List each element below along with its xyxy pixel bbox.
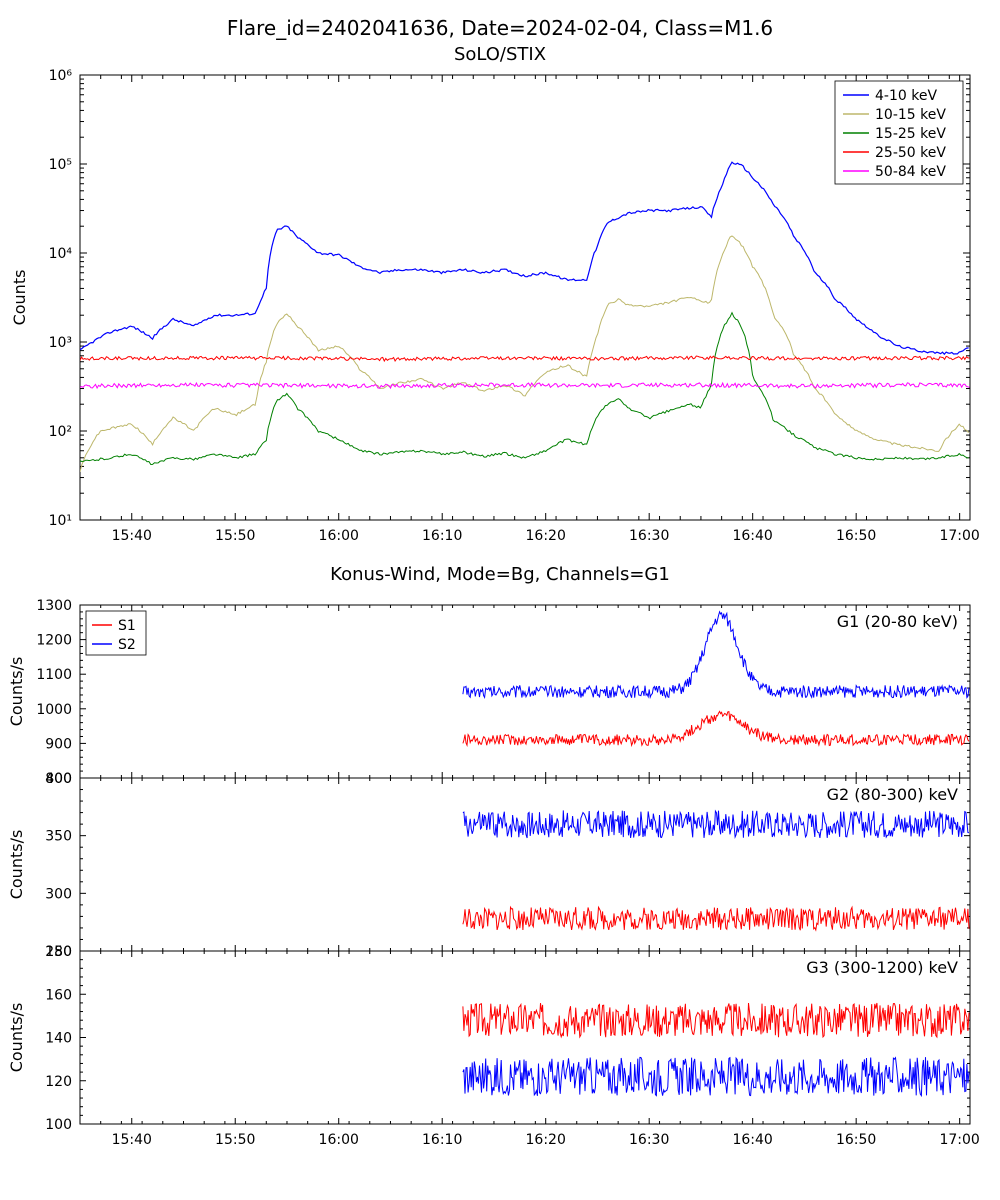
ytick-label: 10² (49, 424, 72, 440)
ytick-label: 10⁵ (49, 157, 72, 173)
lower-ylabel: Counts/s (7, 1003, 26, 1073)
lower-series-s1 (463, 711, 969, 745)
legend-label: S2 (118, 637, 136, 653)
xtick-label: 16:50 (836, 528, 876, 544)
legend-label: 15-25 keV (875, 126, 946, 142)
series-s5 (80, 383, 970, 388)
lower-series-s2 (463, 810, 969, 838)
legend-label: 50-84 keV (875, 164, 946, 180)
top-subtitle: SoLO/STIX (454, 44, 546, 65)
xtick-label: 16:40 (732, 528, 772, 544)
top-plot-area (80, 162, 970, 472)
xtick-label: 15:40 (112, 1132, 152, 1148)
panel-label: G1 (20-80 keV) (837, 612, 958, 631)
lower-title: Konus-Wind, Mode=Bg, Channels=G1 (330, 564, 670, 585)
ytick-label: 10¹ (49, 513, 72, 529)
series-s2 (80, 236, 969, 472)
xtick-label: 15:40 (112, 528, 152, 544)
lower-ylabel: Counts/s (7, 657, 26, 727)
ytick-label: 160 (45, 987, 72, 1003)
legend-label: S1 (118, 618, 136, 634)
series-s1 (80, 162, 969, 354)
xtick-label: 16:50 (836, 1132, 876, 1148)
xtick-label: 15:50 (215, 1132, 255, 1148)
lower-series-s1 (463, 907, 969, 930)
xtick-label: 15:50 (215, 528, 255, 544)
lower-series-s1 (463, 1003, 969, 1037)
ytick-label: 350 (45, 829, 72, 845)
main-title: Flare_id=2402041636, Date=2024-02-04, Cl… (227, 16, 773, 40)
lower-plot-area (463, 1003, 969, 1096)
legend-label: 25-50 keV (875, 145, 946, 161)
ytick-label: 180 (45, 944, 72, 960)
ytick-label: 1100 (36, 667, 72, 683)
lower-series-s2 (463, 1057, 969, 1096)
xtick-label: 16:20 (526, 1132, 566, 1148)
xtick-label: 17:00 (939, 1132, 979, 1148)
ytick-label: 300 (45, 886, 72, 902)
ytick-label: 10³ (49, 335, 72, 351)
xtick-label: 16:10 (422, 528, 462, 544)
xtick-label: 17:00 (939, 528, 979, 544)
ytick-label: 10⁶ (49, 68, 73, 84)
xtick-label: 16:30 (629, 1132, 669, 1148)
series-s4 (80, 356, 970, 361)
ytick-label: 10⁴ (49, 246, 73, 262)
legend-label: 4-10 keV (875, 88, 937, 104)
lower-ylabel: Counts/s (7, 830, 26, 900)
ytick-label: 1300 (36, 598, 72, 614)
xtick-label: 16:00 (319, 528, 359, 544)
lower-plot-area (463, 612, 969, 746)
panel-label: G3 (300-1200) keV (806, 958, 958, 977)
ytick-label: 120 (45, 1074, 72, 1090)
xtick-label: 16:00 (319, 1132, 359, 1148)
lower-plot-area (463, 810, 969, 930)
top-ylabel: Counts (10, 270, 29, 326)
ytick-label: 900 (45, 736, 72, 752)
lower-legend (86, 611, 146, 655)
ytick-label: 1000 (36, 702, 72, 718)
xtick-label: 16:40 (732, 1132, 772, 1148)
xtick-label: 16:10 (422, 1132, 462, 1148)
series-s3 (80, 313, 969, 465)
panel-label: G2 (80-300) keV (827, 785, 958, 804)
ytick-label: 1200 (36, 633, 72, 649)
legend-label: 10-15 keV (875, 107, 946, 123)
ytick-label: 100 (45, 1117, 72, 1133)
xtick-label: 16:30 (629, 528, 669, 544)
figure: Flare_id=2402041636, Date=2024-02-04, Cl… (0, 0, 1000, 1200)
xtick-label: 16:20 (526, 528, 566, 544)
ytick-label: 400 (45, 771, 72, 787)
ytick-label: 140 (45, 1031, 72, 1047)
